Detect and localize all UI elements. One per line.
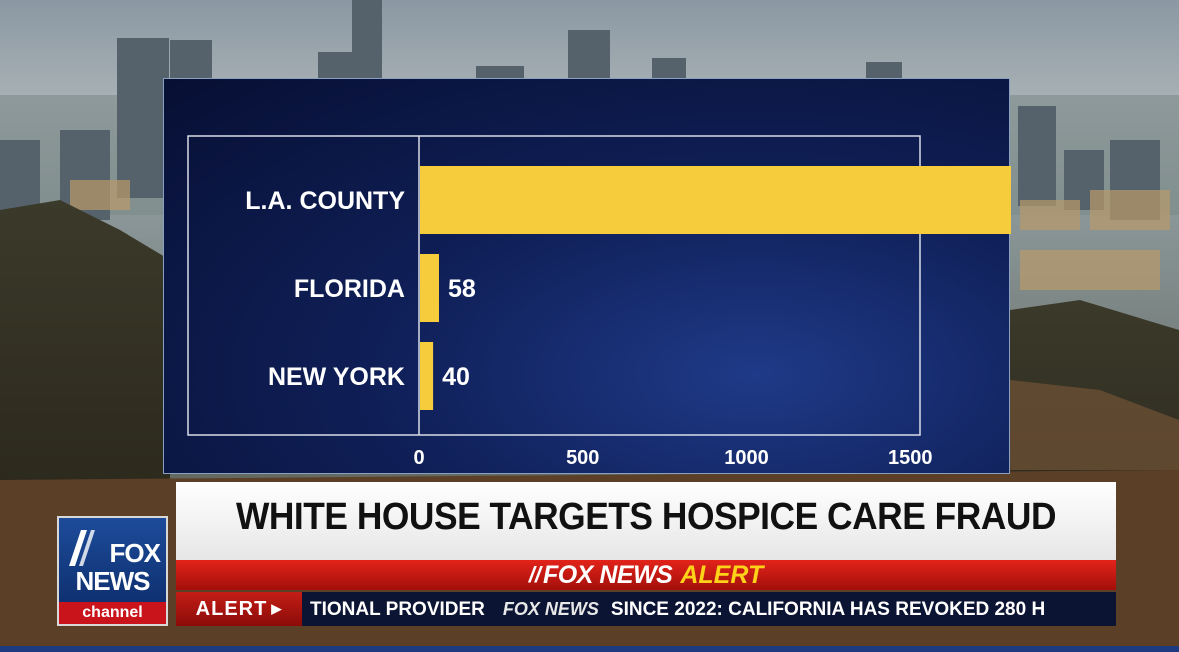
bar-chart: L.A. COUNTY1,923FLORIDA58NEW YORK4005001… xyxy=(187,135,1011,469)
ticker-brand: FOX NEWS xyxy=(502,599,599,619)
fox-news-alert-strip: // FOX NEWS ALERT xyxy=(176,560,1116,590)
headline-text: WHITE HOUSE TARGETS HOSPICE CARE FRAUD xyxy=(235,496,1057,538)
x-tick-label: 1000 xyxy=(724,447,769,469)
logo-line-fox: FOX xyxy=(109,538,161,568)
bar-2 xyxy=(420,254,439,322)
category-label: L.A. COUNTY xyxy=(245,187,405,215)
category-label: NEW YORK xyxy=(268,363,405,391)
alert-word: ALERT xyxy=(680,560,764,589)
x-tick-label: 0 xyxy=(413,447,424,469)
fox-logo-slash-icon xyxy=(69,530,95,566)
alert-brand: FOX NEWS xyxy=(543,560,673,589)
bar-3 xyxy=(420,342,434,410)
fox-news-channel-logo: FOX NEWS channel xyxy=(57,516,168,626)
x-tick-label: 500 xyxy=(566,447,599,469)
category-label: FLORIDA xyxy=(294,275,405,303)
ticker-scroll: TIONAL PROVIDER FOX NEWS SINCE 2022: CALIF… xyxy=(310,592,1045,626)
fox-slash-icon: // xyxy=(528,562,541,587)
ticker-label: ALERT xyxy=(195,598,268,620)
bottom-band xyxy=(0,646,1179,652)
ticker-alert-tag: ALERT ▶ xyxy=(176,592,302,626)
x-tick-label: 1500 xyxy=(888,447,933,469)
value-label: 40 xyxy=(442,363,470,391)
logo-line-channel: channel xyxy=(59,602,166,624)
ticker-text-1: TIONAL PROVIDER xyxy=(310,599,485,620)
plot-frame xyxy=(187,135,921,436)
logo-line-news: NEWS xyxy=(75,566,151,596)
value-label: 58 xyxy=(448,275,476,303)
chart-panel: L.A. COUNTY1,923FLORIDA58NEW YORK4005001… xyxy=(163,78,1011,474)
news-ticker: ALERT ▶ TIONAL PROVIDER FOX NEWS SINCE 2022… xyxy=(176,592,1116,626)
headline-bar xyxy=(176,482,1116,560)
ticker-text-2: SINCE 2022: CALIFORNIA HAS REVOKED 280 H xyxy=(610,599,1046,620)
bar-1 xyxy=(420,166,1011,234)
play-arrow-icon: ▶ xyxy=(271,601,283,616)
